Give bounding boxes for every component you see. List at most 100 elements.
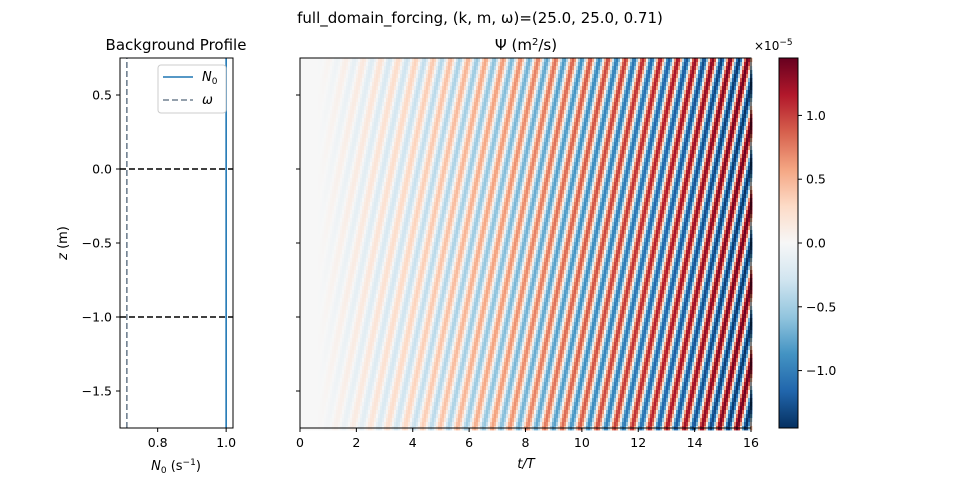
heatmap-cell — [404, 86, 407, 91]
heatmap-cell — [636, 114, 639, 119]
heatmap-cell — [616, 110, 619, 115]
heatmap-cell — [664, 70, 667, 75]
heatmap-cell — [632, 74, 635, 79]
heatmap-cell — [710, 62, 713, 67]
heatmap-cell — [550, 98, 553, 103]
heatmap-cell — [504, 86, 507, 91]
heatmap-cell — [444, 86, 447, 91]
heatmap-cell — [698, 98, 701, 103]
heatmap-cell — [460, 114, 463, 119]
heatmap-cell — [540, 74, 543, 79]
heatmap-cell — [558, 110, 561, 115]
heatmap-cell — [410, 90, 413, 95]
heatmap-cell — [630, 98, 633, 103]
heatmap-cell — [726, 74, 729, 79]
heatmap-cell — [362, 130, 365, 135]
heatmap-cell — [514, 114, 517, 119]
heatmap-cell — [678, 130, 681, 135]
heatmap-cell — [378, 90, 381, 95]
heatmap-cell — [578, 90, 581, 95]
heatmap-cell — [578, 70, 581, 75]
heatmap-cell — [340, 86, 343, 91]
heatmap-cell — [470, 130, 473, 135]
heatmap-cell — [476, 126, 479, 131]
heatmap-cell — [332, 122, 335, 127]
heatmap-cell — [544, 130, 547, 135]
heatmap-cell — [636, 118, 639, 123]
heatmap-cell — [416, 106, 419, 111]
heatmap-cell — [534, 86, 537, 91]
heatmap-cell — [384, 114, 387, 119]
heatmap-cell — [706, 114, 709, 119]
heatmap-cell — [574, 74, 577, 79]
heatmap-cell — [404, 58, 407, 63]
heatmap-cell — [692, 70, 695, 75]
heatmap-cell — [440, 82, 443, 87]
heatmap-cell — [716, 82, 719, 87]
heatmap-cell — [642, 122, 645, 127]
heatmap-cell — [694, 78, 697, 83]
heatmap-cell — [694, 126, 697, 131]
heatmap-cell — [568, 90, 571, 95]
heatmap-cell — [486, 86, 489, 91]
heatmap-cell — [618, 106, 621, 111]
heatmap-cell — [552, 66, 555, 71]
heatmap-cell — [366, 102, 369, 107]
heatmap-cell — [432, 122, 435, 127]
heatmap-cell — [724, 102, 727, 107]
heatmap-cell — [382, 102, 385, 107]
heatmap-cell — [584, 70, 587, 75]
heatmap-cell — [548, 114, 551, 119]
heatmap-cell — [456, 98, 459, 103]
heatmap-cell — [416, 82, 419, 87]
heatmap-cell — [306, 130, 309, 135]
heatmap-cell — [672, 102, 675, 107]
heatmap-cell — [380, 110, 383, 115]
heatmap-cell — [548, 106, 551, 111]
heatmap-cell — [488, 70, 491, 75]
heatmap-cell — [562, 62, 565, 67]
heatmap-cell — [522, 134, 525, 139]
heatmap-cell — [408, 58, 411, 63]
heatmap-cell — [316, 102, 319, 107]
heatmap-cell — [316, 94, 319, 99]
heatmap-cell — [712, 74, 715, 79]
heatmap-cell — [700, 114, 703, 119]
heatmap-cell — [738, 118, 741, 123]
heatmap-cell — [540, 70, 543, 75]
heatmap-cell — [602, 102, 605, 107]
heatmap-cell — [396, 130, 399, 135]
heatmap-cell — [416, 110, 419, 115]
heatmap-cell — [426, 130, 429, 135]
heatmap-cell — [330, 94, 333, 99]
heatmap-cell — [374, 102, 377, 107]
heatmap-cell — [586, 118, 589, 123]
heatmap-cell — [458, 98, 461, 103]
heatmap-cell — [592, 90, 595, 95]
heatmap-cell — [434, 122, 437, 127]
heatmap-cell — [658, 110, 661, 115]
heatmap-cell — [744, 86, 747, 91]
heatmap-cell — [352, 126, 355, 131]
heatmap-cell — [664, 134, 667, 139]
heatmap-cell — [448, 134, 451, 139]
heatmap-cell — [360, 118, 363, 123]
heatmap-cell — [342, 70, 345, 75]
heatmap-cell — [412, 130, 415, 135]
heatmap-cell — [650, 98, 653, 103]
heatmap-cell — [544, 106, 547, 111]
heatmap-cell — [432, 58, 435, 63]
heatmap-cell — [344, 102, 347, 107]
heatmap-cell — [434, 110, 437, 115]
heatmap-cell — [442, 138, 445, 143]
heatmap-cell — [318, 94, 321, 99]
heatmap-cell — [602, 122, 605, 127]
heatmap-cell — [584, 62, 587, 67]
heatmap-cell — [406, 126, 409, 131]
heatmap-cell — [548, 98, 551, 103]
heatmap-cell — [638, 134, 641, 139]
heatmap-cell — [456, 102, 459, 107]
heatmap-cell — [442, 90, 445, 95]
heatmap-cell — [734, 114, 737, 119]
heatmap-cell — [324, 138, 327, 143]
